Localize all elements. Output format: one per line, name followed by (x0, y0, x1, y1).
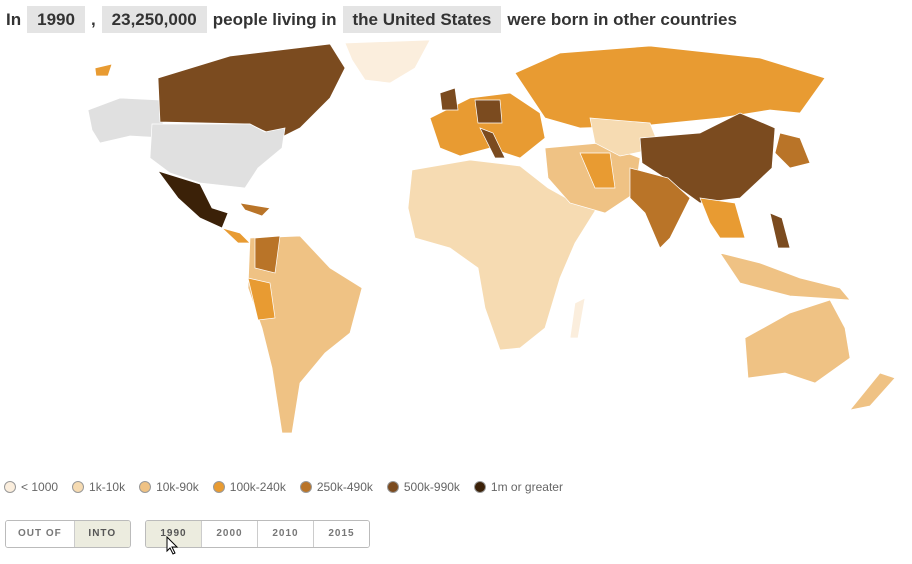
headline: In 1990, 23,250,000 people living in the Uni… (6, 6, 743, 33)
direction-button[interactable]: OUT OF (6, 521, 75, 547)
legend-swatch (473, 481, 486, 493)
text: were born in other countries (507, 10, 737, 29)
legend-swatch (139, 481, 152, 493)
year-button[interactable]: 2000 (202, 521, 258, 547)
europe[interactable] (429, 92, 546, 159)
legend-item: 100k-240k (212, 480, 286, 494)
central-america[interactable] (221, 227, 251, 244)
legend-label: < 1000 (21, 480, 59, 494)
japan-korea[interactable] (774, 132, 811, 169)
year-select[interactable]: 1990 (27, 6, 85, 33)
legend-swatch (386, 481, 399, 493)
legend-swatch (299, 481, 312, 493)
iran[interactable] (579, 152, 616, 189)
count: 23,250,000 (101, 6, 207, 33)
india[interactable] (629, 167, 691, 249)
legend-item: 10k-90k (139, 480, 199, 494)
legend-item: < 1000 (4, 480, 58, 494)
alaska (87, 97, 166, 144)
caribbean[interactable] (239, 202, 271, 217)
legend-label: 1m or greater (490, 480, 563, 494)
madagascar[interactable] (569, 297, 586, 339)
legend-label: 500k-990k (403, 480, 460, 494)
legend-item: 500k-990k (386, 480, 460, 494)
country-select[interactable]: the United States (342, 6, 502, 33)
legend-swatch (4, 481, 16, 493)
new-zealand[interactable] (849, 372, 896, 411)
russia[interactable] (514, 45, 826, 129)
south-america[interactable] (247, 235, 363, 434)
text: , (90, 10, 96, 29)
legend-label: 100k-240k (229, 480, 286, 494)
legend-item: 1k-10k (72, 480, 125, 494)
germany[interactable] (474, 99, 503, 124)
year-toggle: 1990 2000 2010 2015 (145, 520, 370, 548)
text: In (6, 10, 22, 29)
legend-label: 10k-90k (156, 480, 199, 494)
year-button[interactable]: 1990 (146, 521, 202, 547)
indonesia[interactable] (719, 252, 851, 301)
year-button[interactable]: 2015 (314, 521, 369, 547)
legend-swatch (212, 481, 225, 493)
direction-toggle: OUT OF INTO (5, 520, 131, 548)
legend-swatch (72, 481, 85, 493)
legend: < 1000 1k-10k 10k-90k 100k-240k 250k-490k 500… (4, 480, 563, 494)
iceland[interactable] (94, 63, 113, 77)
year-button[interactable]: 2010 (258, 521, 314, 547)
canada[interactable] (157, 43, 346, 139)
peru[interactable] (247, 277, 276, 321)
africa[interactable] (407, 159, 601, 351)
colombia[interactable] (254, 235, 281, 274)
legend-label: 1k-10k (89, 480, 126, 494)
greenland[interactable] (344, 39, 431, 84)
australia[interactable] (744, 299, 851, 384)
cursor (166, 536, 179, 555)
philippines[interactable] (769, 212, 791, 249)
world-map (87, 39, 896, 434)
usa (149, 123, 286, 189)
text: people living in (212, 10, 337, 29)
italy[interactable] (479, 127, 506, 159)
legend-item: 1m or greater (473, 480, 563, 494)
legend-item: 250k-490k (299, 480, 373, 494)
mexico[interactable] (157, 170, 229, 229)
china[interactable] (639, 112, 776, 204)
legend-label: 250k-490k (316, 480, 373, 494)
uk[interactable] (439, 87, 459, 111)
southeast-asia[interactable] (699, 197, 746, 239)
direction-button[interactable]: INTO (74, 521, 130, 547)
